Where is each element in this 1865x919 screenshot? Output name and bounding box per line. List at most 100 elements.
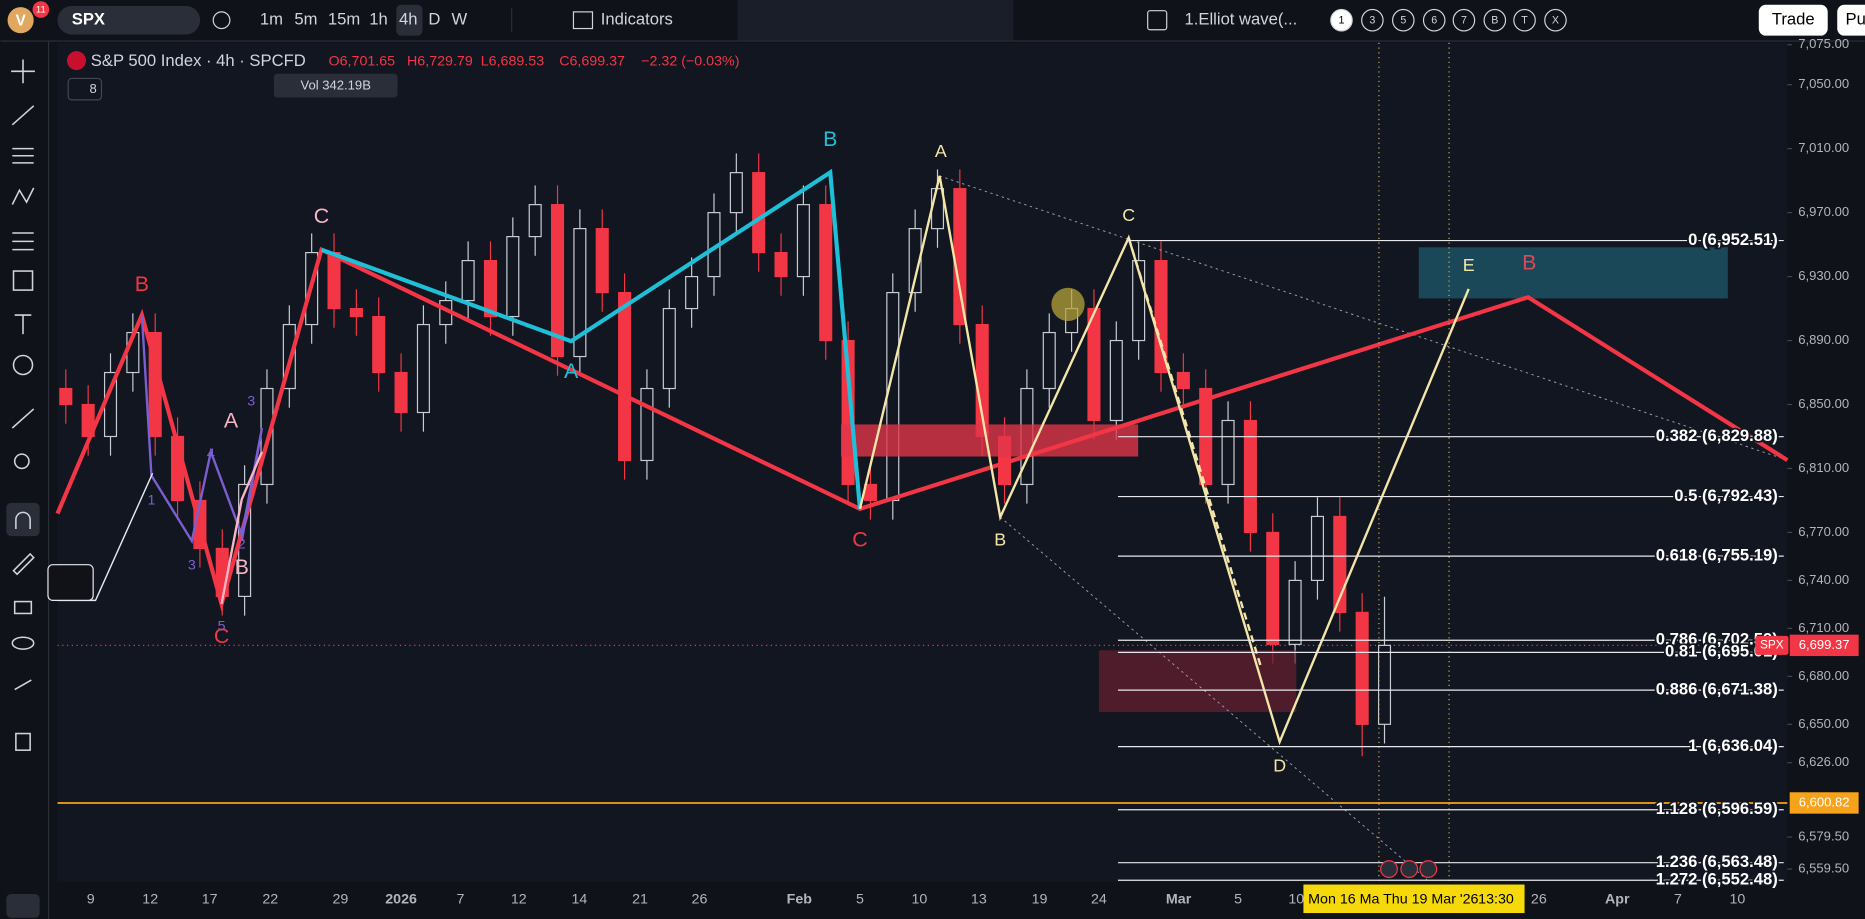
favorites-tool[interactable]: [6, 894, 40, 918]
brush-tool[interactable]: [12, 552, 35, 576]
event-icon[interactable]: [1419, 860, 1438, 878]
x-tick-label: 12: [511, 892, 527, 908]
candle-body: [640, 387, 654, 462]
wave-label: 1: [147, 492, 155, 508]
text-tool[interactable]: [14, 314, 32, 335]
wave-label: E: [1463, 255, 1475, 275]
page-button[interactable]: [1330, 8, 1353, 32]
x-tick-label: 7: [457, 892, 465, 908]
candle-body: [483, 259, 498, 318]
symbol-logo: [66, 51, 87, 71]
y-tick-label: 7,050.00: [1798, 76, 1849, 91]
delete-tool[interactable]: [15, 732, 31, 751]
x-tick-label: 22: [262, 892, 278, 908]
trendline-tool[interactable]: [11, 105, 35, 126]
candle-body: [349, 307, 363, 318]
y-tick-label: 6,970.00: [1798, 204, 1849, 219]
fib-label: 0.618 (6,755.19): [1656, 546, 1778, 565]
candle-body: [59, 387, 73, 406]
level-price-tag: [1789, 792, 1859, 814]
pink-wave: [220, 451, 264, 605]
interval-button[interactable]: 5m: [294, 10, 317, 29]
cyan-wave: [320, 168, 863, 510]
x-tick-label: 10: [911, 892, 927, 908]
fib-label: 0.5 (6,792.43): [1674, 486, 1778, 505]
page-button[interactable]: [1361, 8, 1384, 32]
page-button[interactable]: [1452, 8, 1476, 32]
shape-tool[interactable]: [12, 270, 34, 291]
y-tick-label: 7,075.00: [1798, 36, 1849, 51]
page-label: 6: [1431, 15, 1437, 27]
fib-tool[interactable]: [12, 147, 34, 164]
time-tag-label: Mon 16 Ma: [1308, 892, 1379, 908]
layout-name[interactable]: 1.Elliot wave(...: [1185, 10, 1298, 29]
candle-body: [752, 172, 766, 254]
pattern-tool[interactable]: [11, 187, 35, 205]
lock-tool[interactable]: [13, 600, 33, 615]
event-icon[interactable]: [1380, 860, 1398, 878]
link-tool[interactable]: [14, 679, 32, 691]
page-button[interactable]: [1544, 8, 1567, 32]
legend-low: L6,689.53: [481, 54, 544, 70]
page-button[interactable]: [1513, 8, 1536, 32]
y-tick-label: 6,579.50: [1798, 829, 1849, 844]
trade-button[interactable]: [1758, 4, 1828, 36]
indicators-button[interactable]: Indicators: [601, 10, 673, 29]
y-tick-label: 6,559.50: [1798, 860, 1849, 875]
wave-label: C: [852, 528, 867, 552]
x-tick-label: 2026: [385, 892, 417, 908]
page-button[interactable]: [1422, 8, 1446, 32]
y-tick-label: 6,890.00: [1798, 332, 1849, 347]
symbol-search[interactable]: [57, 5, 201, 35]
indicators-icon: [572, 11, 594, 30]
wave-label: A: [224, 409, 239, 433]
indicator-toggle[interactable]: [67, 77, 103, 101]
x-tick-label: 21: [632, 892, 648, 908]
x-tick-label: 26: [1531, 892, 1547, 908]
wave-label: D: [1273, 756, 1286, 776]
forecast-tool[interactable]: [12, 232, 34, 251]
x-tick-label: 24: [1091, 892, 1107, 908]
layout-checkbox[interactable]: [1147, 10, 1168, 31]
page-label: 1: [1338, 15, 1344, 27]
level-price-label: 6,600.82: [1799, 794, 1850, 809]
candle-body: [1176, 371, 1190, 390]
crosshair-tool[interactable]: [11, 59, 35, 84]
ruler-tool[interactable]: [11, 408, 35, 429]
candle-body: [1288, 579, 1302, 645]
interval-button[interactable]: 4h: [399, 10, 418, 29]
page-button[interactable]: [1392, 8, 1415, 32]
magnet-tool[interactable]: [6, 502, 40, 537]
page-label: 7: [1461, 15, 1467, 27]
interval-button[interactable]: 1m: [260, 10, 283, 29]
trend-channel: [999, 516, 1428, 881]
zoom-tool[interactable]: [13, 453, 30, 470]
trade-label: Trade: [1772, 10, 1815, 29]
candle-body: [908, 228, 922, 294]
candle-body: [685, 275, 699, 310]
overlay: 0 (6,952.51) 0.382 (6,829.88) 0.5 (6,792.4…: [135, 127, 1859, 914]
avatar[interactable]: [7, 7, 34, 34]
x-tick-label: Mar: [1166, 892, 1192, 908]
symbol-tag-label: SPX: [1760, 638, 1784, 652]
page-label: T: [1521, 15, 1528, 27]
interval-button[interactable]: W: [451, 10, 467, 29]
volume-box: [273, 73, 398, 98]
fib-label: 0.886 (6,671.38): [1656, 680, 1778, 699]
interval-button[interactable]: 15m: [328, 10, 360, 29]
fib-label: 0.786 (6,702.59): [1656, 630, 1778, 649]
add-symbol[interactable]: [212, 11, 231, 30]
hide-tool[interactable]: [11, 636, 35, 650]
y-tick-label: 7,010.00: [1798, 140, 1849, 155]
candle-body: [819, 204, 833, 342]
publish-button[interactable]: [1837, 4, 1865, 36]
interval-button[interactable]: D: [428, 10, 440, 29]
candle-body: [1310, 515, 1324, 581]
emoji-tool[interactable]: [12, 354, 34, 376]
interval-button[interactable]: 1h: [369, 10, 388, 29]
candle-body: [662, 307, 676, 390]
event-icon[interactable]: [1400, 860, 1419, 878]
x-tick-label: Feb: [787, 892, 813, 908]
page-button[interactable]: [1483, 8, 1507, 32]
